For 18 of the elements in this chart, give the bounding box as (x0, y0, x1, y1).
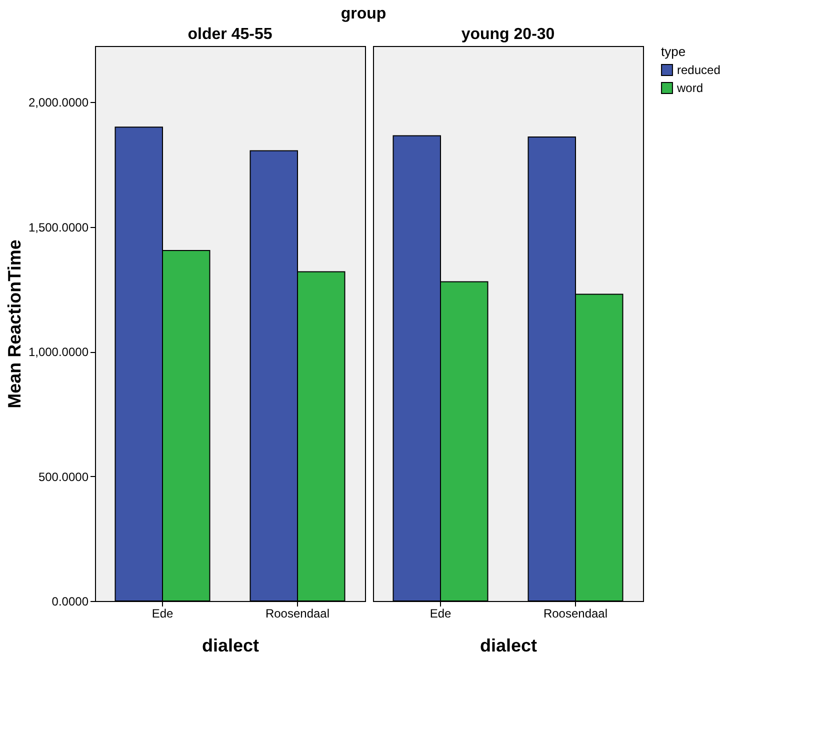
chart-title: older 45-55 (188, 26, 272, 43)
x-tick-label: Roosendaal (265, 606, 330, 620)
legend-label: reduced (677, 63, 720, 77)
y-tick-label: 1,000.0000 (28, 345, 89, 360)
y-tick-label: 0.0000 (52, 594, 89, 608)
legend-title: type (661, 44, 686, 59)
chart-title: young 20-30 (461, 26, 555, 43)
text: group (340, 6, 386, 22)
legend-label: word (676, 81, 704, 95)
y-tick-label: 1,500.0000 (28, 220, 89, 234)
x-axis-title: dialect (480, 636, 538, 656)
x-tick-label: Ede (430, 606, 452, 620)
x-tick-label: Ede (152, 606, 174, 620)
y-tick-label: 500.0000 (38, 470, 89, 484)
x-axis-title: dialect (202, 636, 260, 656)
y-tick-label: 2,000.0000 (28, 96, 89, 110)
y-axis-title: Mean ReactionTime (4, 240, 24, 408)
x-tick-label: Roosendaal (543, 606, 608, 620)
